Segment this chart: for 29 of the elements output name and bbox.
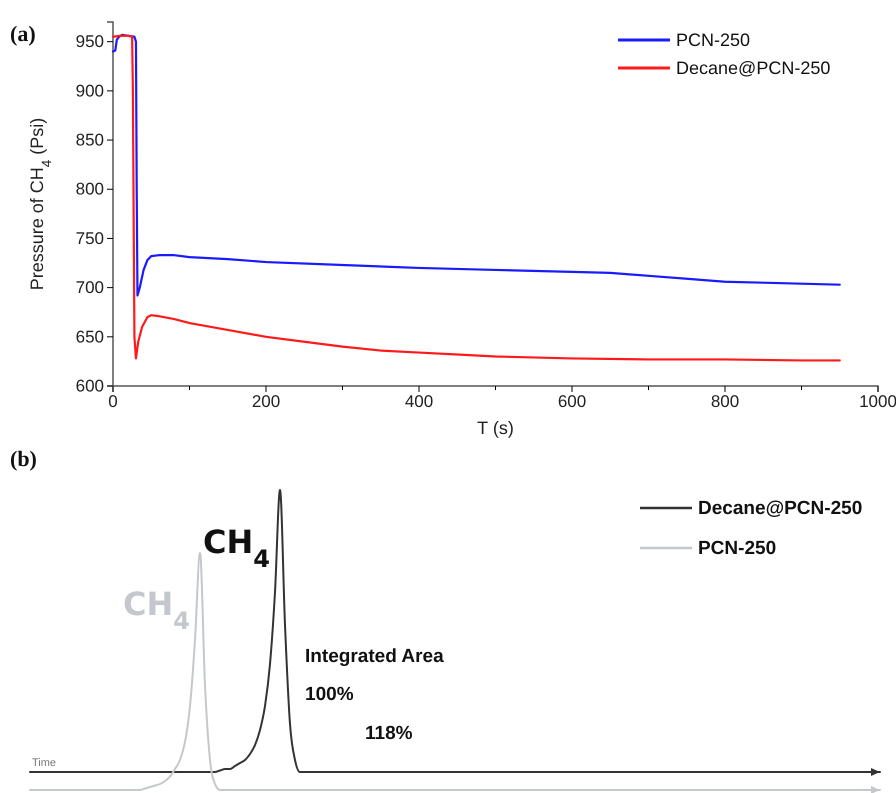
annotation: 118%: [365, 723, 413, 744]
x-tick-label: 200: [252, 392, 280, 412]
annotation: CH$_{4}$: [123, 585, 190, 635]
legend-label: PCN-250: [698, 538, 776, 559]
x-tick-label: 600: [558, 392, 586, 412]
annotation: Integrated Area: [305, 646, 444, 667]
chart-title: (a): [10, 21, 36, 46]
x-tick-label: 1000: [859, 392, 896, 412]
y-tick-label: 700: [76, 278, 104, 298]
annotation: CH$_{4}$: [203, 523, 270, 573]
y-tick-label: 850: [76, 130, 104, 150]
line-series: [112, 34, 841, 297]
x-tick-label: 0: [108, 392, 118, 412]
y-tick-label: 650: [76, 327, 104, 346]
line-series: [112, 34, 841, 362]
x-axis-title: T (s): [477, 418, 514, 438]
y-tick-label: 950: [76, 32, 104, 52]
y-tick-label: 750: [76, 228, 104, 248]
x-tick-label: 800: [710, 392, 740, 412]
y-tick-label: 900: [76, 81, 104, 100]
y-tick-label: 600: [76, 376, 104, 396]
legend-label: Decane@PCN-250: [676, 58, 830, 78]
annotation: 100%: [305, 684, 354, 705]
y-tick-label: 800: [76, 180, 104, 199]
chart-title: (b): [10, 446, 37, 471]
x-axis-title: Time: [32, 757, 56, 769]
x-tick-label: 400: [404, 392, 434, 412]
legend-label: Decane@PCN-250: [698, 498, 862, 519]
legend-label: PCN-250: [676, 30, 750, 50]
